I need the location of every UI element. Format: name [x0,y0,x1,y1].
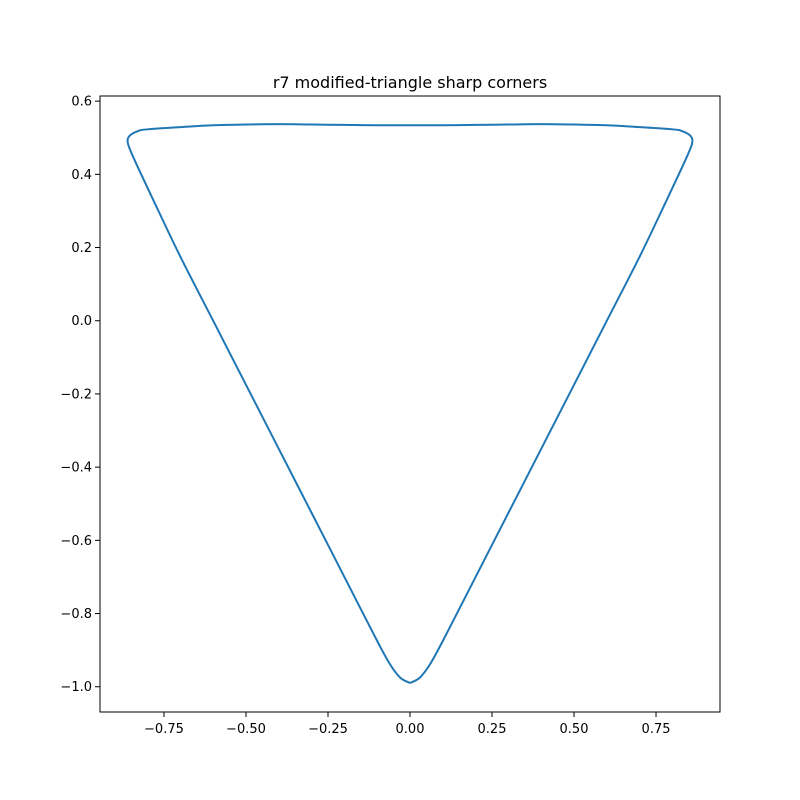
y-tick-label: 0.6 [71,95,92,110]
axes-frame [99,95,721,713]
x-tick-label: −0.75 [144,722,184,737]
y-tick-label: −1.0 [60,680,92,695]
plot-area [126,123,694,684]
y-tick-label: −0.8 [60,607,92,622]
axis-ticks: −0.75 −0.50 −0.25 0.00 0.25 0.50 0.75 0.6 0.4 0.2… [60,95,670,737]
x-tick-label: 0.75 [642,722,671,737]
x-tick-label: −0.50 [226,722,266,737]
chart-title: r7 modified-triangle sharp corners [273,73,547,92]
x-tick-label: −0.25 [308,722,348,737]
series-line-0 [126,123,694,684]
x-tick-label: 0.00 [396,722,425,737]
x-tick-label: 0.25 [478,722,507,737]
y-tick-label: 0.0 [71,314,92,329]
y-tick-label: −0.4 [60,461,92,476]
y-tick-label: 0.2 [71,241,92,256]
y-tick-label: −0.6 [60,534,92,549]
y-tick-label: 0.4 [71,168,92,183]
x-tick-label: 0.50 [560,722,589,737]
y-tick-label: −0.2 [60,387,92,402]
